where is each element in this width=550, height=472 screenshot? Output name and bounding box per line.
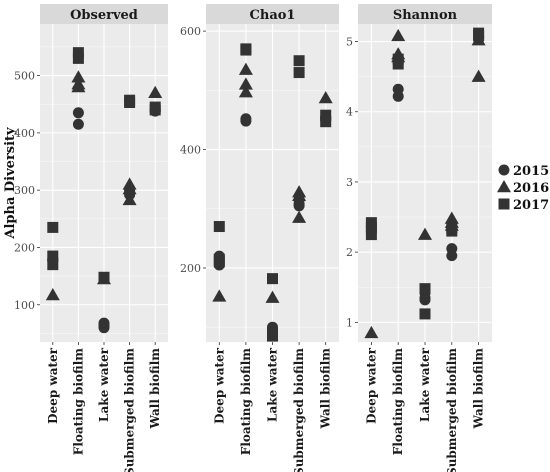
data-point-chao1-square [320,116,332,128]
panel-strip-chao1 [206,4,339,24]
data-point-shannon-square [365,222,377,234]
data-point-shannon-square [419,283,431,295]
y-tick-label: 200 [14,241,35,254]
data-point-chao1-circle [240,115,252,127]
data-point-shannon-circle [419,294,431,306]
x-category-label: Submerged biofilm [292,348,306,472]
legend-marker-circle [498,164,510,176]
data-point-observed-square [47,221,59,233]
data-point-observed-triangle [71,70,86,83]
x-category-label: Deep water [212,347,226,424]
legend-label: 2017 [513,198,549,213]
y-tick-label: 100 [14,299,35,312]
data-point-chao1-square [320,109,332,121]
data-point-observed-square [47,259,59,271]
data-point-shannon-triangle [391,28,406,42]
x-category-label: Lake water [97,347,111,422]
x-category-label: Submerged biofilm [445,348,459,472]
data-point-observed-triangle [148,85,163,99]
data-point-chao1-triangle [292,210,307,223]
data-point-chao1-triangle [238,62,253,75]
data-point-chao1-square [213,256,225,268]
data-point-shannon-square [473,30,485,42]
x-category-label: Lake water [418,347,432,422]
data-point-shannon-square [419,308,431,320]
x-category-label: Submerged biofilm [123,348,137,472]
data-point-observed-circle [72,107,84,119]
y-tick-label: 400 [14,127,35,140]
data-point-shannon-triangle [364,325,379,339]
data-point-observed-triangle [71,80,86,93]
y-tick-label: 500 [14,70,35,83]
data-point-observed-circle [72,118,84,130]
data-point-chao1-square [293,67,305,79]
data-point-chao1-triangle [212,289,227,302]
data-point-observed-circle [98,322,110,334]
data-point-observed-square [47,250,59,262]
data-point-chao1-triangle [292,188,307,201]
legend-label: 2015 [513,164,549,179]
data-point-shannon-square [365,229,377,241]
y-tick-label: 400 [180,144,201,157]
data-point-observed-square [124,96,136,108]
panel-title-chao1: Chao1 [250,8,296,23]
x-category-label: Wall biofilm [148,348,162,430]
data-point-chao1-square [213,221,225,233]
data-point-observed-square [149,104,161,116]
y-tick-label: 5 [346,36,353,49]
panel-title-shannon: Shannon [393,8,458,23]
x-category-label: Deep water [46,347,60,424]
x-category-label: Floating biofilm [391,348,405,455]
x-category-label: Wall biofilm [319,348,333,430]
y-tick-label: 300 [14,184,35,197]
data-point-chao1-square [293,55,305,67]
data-point-shannon-circle [446,250,458,262]
y-tick-label: 200 [180,262,201,275]
panel-title-observed: Observed [70,8,138,23]
legend-marker-triangle [497,180,511,193]
x-category-label: Floating biofilm [71,348,85,455]
x-category-label: Deep water [364,347,378,424]
data-point-chao1-circle [293,200,305,212]
data-point-chao1-triangle [318,91,333,104]
data-point-chao1-square [267,330,278,342]
data-point-shannon-square [446,225,458,237]
x-category-label: Lake water [266,347,280,422]
data-point-shannon-square [392,58,404,70]
data-point-chao1-square [267,273,278,285]
x-category-label: Wall biofilm [472,348,486,430]
y-tick-label: 1 [346,316,353,329]
data-point-shannon-circle [392,90,404,102]
legend-marker-square [498,198,510,210]
data-point-observed-square [72,47,84,59]
panel-strip-shannon [358,4,492,24]
data-point-chao1-square [240,44,252,56]
data-point-observed-triangle [122,182,137,195]
data-point-shannon-triangle [418,227,432,240]
y-tick-label: 3 [346,176,353,189]
data-point-observed-square [98,271,110,283]
data-point-shannon-triangle [471,69,486,82]
y-tick-label: 4 [346,106,353,119]
data-point-chao1-triangle [238,77,253,90]
y-tick-label: 600 [180,25,201,38]
y-axis-title: Alpha Diversity [3,127,18,240]
data-point-observed-triangle [122,192,137,206]
x-category-label: Floating biofilm [239,348,253,455]
data-point-observed-triangle [45,288,60,301]
data-point-observed-square [72,52,84,64]
data-point-chao1-triangle [265,290,280,303]
panel-strip-observed [40,4,168,24]
y-tick-label: 2 [346,246,353,259]
data-point-chao1-triangle [238,85,253,98]
legend-label: 2016 [513,181,549,196]
